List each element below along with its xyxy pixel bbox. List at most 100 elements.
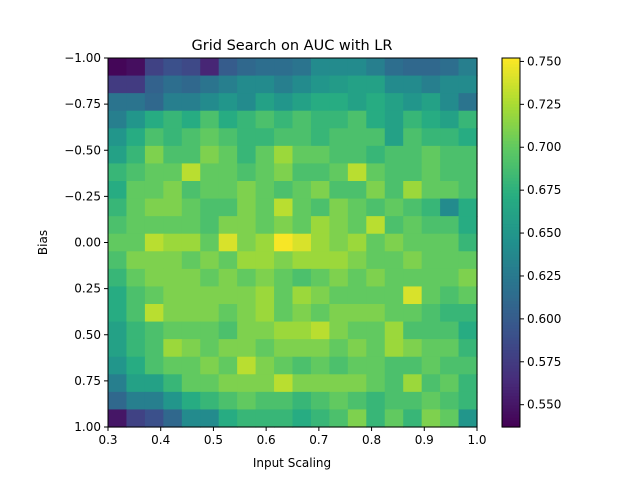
heatmap-cell	[421, 58, 441, 77]
heatmap-cell	[237, 110, 257, 129]
heatmap-cell	[255, 356, 275, 375]
heatmap-cell	[126, 145, 146, 165]
heatmap-cell	[458, 198, 478, 217]
heatmap-cell	[237, 216, 257, 235]
heatmap-cell	[347, 128, 367, 147]
colorbar-segment	[502, 288, 520, 293]
y-tick-label: 0.75	[74, 374, 101, 388]
heatmap-cell	[274, 233, 294, 252]
heatmap-cell	[200, 181, 220, 200]
heatmap-cell	[403, 110, 423, 129]
colorbar-segment	[502, 322, 520, 327]
heatmap-cell	[218, 110, 238, 129]
colorbar-segment	[502, 402, 520, 407]
colorbar-segment	[502, 171, 520, 176]
colorbar-segment	[502, 110, 520, 114]
heatmap-cell	[237, 75, 257, 94]
heatmap-cell	[440, 391, 460, 411]
heatmap-cell	[163, 356, 183, 375]
heatmap-cell	[181, 251, 201, 270]
colorbar-segment	[502, 214, 520, 219]
heatmap-cell	[218, 304, 238, 323]
heatmap-cell	[144, 110, 164, 129]
heatmap-cell	[440, 128, 460, 147]
colorbar-segment	[502, 181, 520, 185]
colorbar-segment	[502, 150, 520, 154]
heatmap-cell	[181, 409, 201, 428]
heatmap-cell	[329, 216, 349, 235]
colorbar-segment	[502, 159, 520, 164]
heatmap-cell	[366, 409, 386, 428]
heatmap-cell	[458, 286, 478, 305]
heatmap-cell	[163, 181, 183, 200]
heatmap-cell	[163, 216, 183, 235]
heatmap-cell	[200, 58, 220, 77]
heatmap-cell	[144, 75, 164, 94]
heatmap-cell	[108, 356, 128, 375]
y-tick-label: −0.75	[64, 97, 101, 111]
heatmap-cell	[218, 75, 238, 94]
colorbar-tick-label: 0.675	[527, 183, 561, 197]
heatmap-cell	[440, 75, 460, 94]
heatmap-cell	[366, 251, 386, 270]
heatmap-cell	[200, 374, 220, 393]
heatmap-cells	[108, 58, 478, 428]
heatmap-cell	[403, 268, 423, 288]
colorbar-segment	[502, 408, 520, 413]
heatmap-cell	[366, 58, 386, 77]
colorbar-segment	[502, 82, 520, 87]
heatmap-cell	[126, 75, 146, 94]
heatmap-cell	[218, 374, 238, 393]
colorbar-segment	[502, 144, 520, 148]
heatmap-cell	[403, 391, 423, 411]
heatmap-cell	[366, 268, 386, 288]
colorbar-segment	[502, 220, 520, 225]
heatmap-cell	[126, 321, 146, 340]
heatmap-cell	[255, 128, 275, 147]
heatmap-cell	[126, 251, 146, 270]
heatmap-cell	[440, 110, 460, 129]
heatmap-cell	[403, 304, 423, 323]
colorbar-segment	[502, 125, 520, 130]
heatmap-cell	[126, 58, 146, 77]
heatmap-cell	[384, 268, 404, 288]
heatmap-cell	[255, 409, 275, 428]
heatmap-cell	[255, 216, 275, 235]
heatmap-cell	[255, 58, 275, 77]
heatmap-cell	[200, 93, 220, 112]
heatmap-cell	[108, 321, 128, 340]
heatmap-cell	[144, 339, 164, 358]
colorbar-segment	[502, 134, 520, 139]
heatmap-cell	[440, 93, 460, 112]
colorbar-segment	[502, 156, 520, 161]
heatmap-cell	[347, 58, 367, 77]
heatmap-cell	[218, 356, 238, 375]
heatmap-cell	[403, 198, 423, 217]
heatmap-cell	[255, 145, 275, 165]
heatmap-cell	[255, 374, 275, 393]
heatmap-cell	[255, 251, 275, 270]
heatmap-cell	[292, 216, 312, 235]
colorbar-tick-label: 0.700	[527, 140, 561, 154]
heatmap-cell	[218, 321, 238, 340]
heatmap-cell	[108, 216, 128, 235]
heatmap-cell	[218, 128, 238, 147]
colorbar-segment	[502, 193, 520, 197]
colorbar-segment	[502, 307, 520, 311]
heatmap-cell	[366, 181, 386, 200]
heatmap-cell	[384, 339, 404, 358]
heatmap-cell	[384, 163, 404, 182]
heatmap-cell	[458, 93, 478, 112]
colorbar-segment	[502, 393, 520, 397]
colorbar-segment	[502, 196, 520, 201]
colorbar-segment	[502, 128, 520, 133]
heatmap-cell	[163, 110, 183, 129]
heatmap-cell	[310, 304, 330, 323]
heatmap-cell	[108, 391, 128, 411]
colorbar-segment	[502, 294, 520, 299]
heatmap-cell	[384, 409, 404, 428]
heatmap-cell	[108, 58, 128, 77]
heatmap-cell	[237, 304, 257, 323]
heatmap-cell	[458, 128, 478, 147]
heatmap-cell	[384, 93, 404, 112]
